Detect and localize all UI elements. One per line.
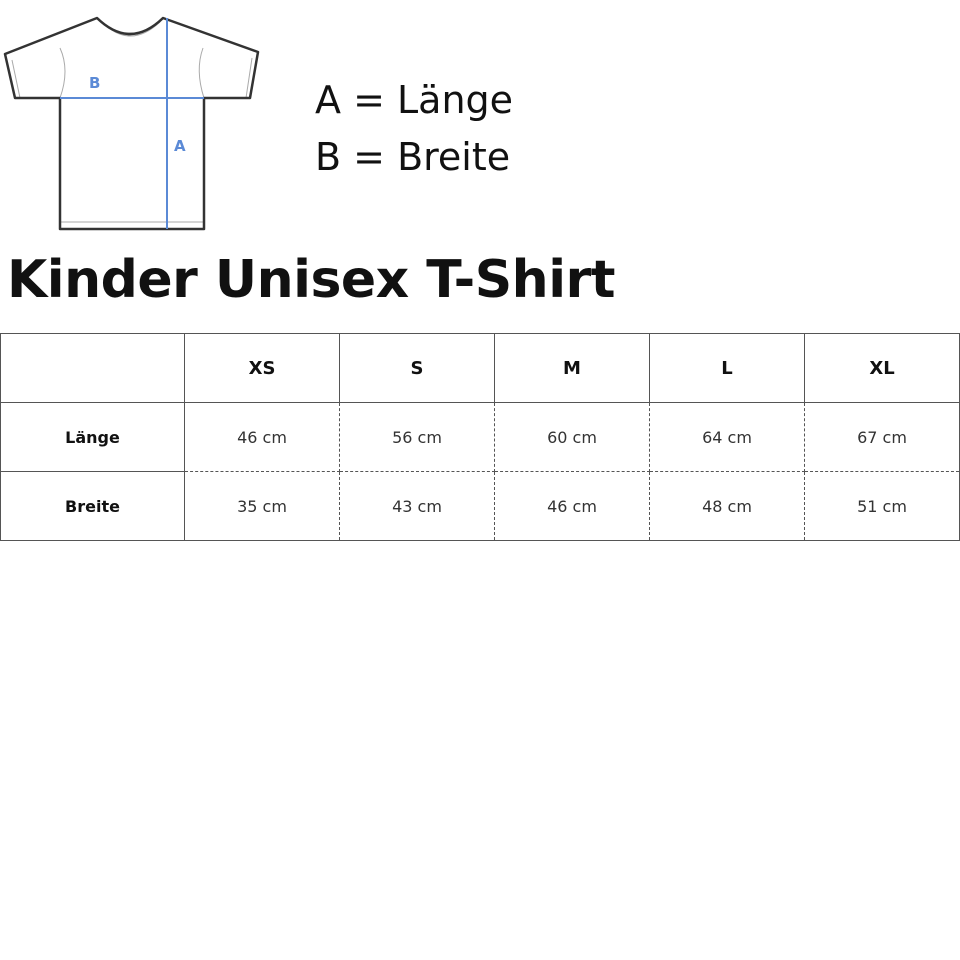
page-title: Kinder Unisex T-Shirt: [7, 250, 616, 310]
table-cell: 46 cm: [184, 402, 340, 472]
header-size: M: [494, 333, 650, 403]
header-size: S: [339, 333, 495, 403]
table-cell: 51 cm: [804, 471, 960, 541]
label-a: A: [174, 137, 186, 155]
tshirt-measurement-diagram: B A: [3, 16, 260, 231]
table-cell: 67 cm: [804, 402, 960, 472]
table-row: Länge 46 cm 56 cm 60 cm 64 cm 67 cm: [0, 402, 960, 472]
table-cell: 43 cm: [339, 471, 495, 541]
tshirt-outline: [3, 16, 260, 231]
size-table: XS S M L XL Länge 46 cm 56 cm 60 cm 64 c…: [0, 333, 960, 541]
header-size: L: [649, 333, 805, 403]
header-size: XS: [184, 333, 340, 403]
table-cell: 60 cm: [494, 402, 650, 472]
table-cell: 48 cm: [649, 471, 805, 541]
legend-a: A = Länge: [315, 78, 514, 122]
row-label: Breite: [0, 471, 185, 541]
table-row: Breite 35 cm 43 cm 46 cm 48 cm 51 cm: [0, 471, 960, 541]
header-size: XL: [804, 333, 960, 403]
row-label: Länge: [0, 402, 185, 472]
table-header-row: XS S M L XL: [0, 333, 960, 403]
table-cell: 35 cm: [184, 471, 340, 541]
header-empty: [0, 333, 185, 403]
label-b: B: [89, 74, 100, 92]
table-cell: 64 cm: [649, 402, 805, 472]
table-cell: 46 cm: [494, 471, 650, 541]
table-cell: 56 cm: [339, 402, 495, 472]
legend-b: B = Breite: [315, 135, 511, 179]
